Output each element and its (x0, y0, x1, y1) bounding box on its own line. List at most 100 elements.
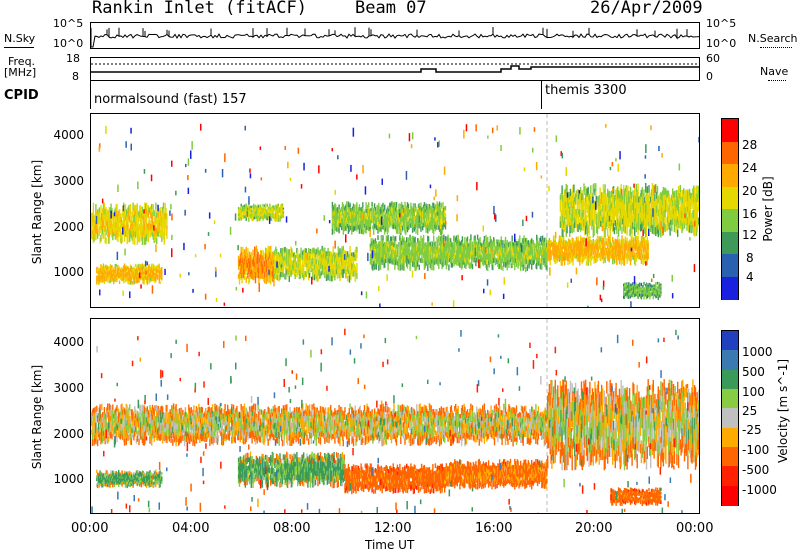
heat-cell (414, 248, 416, 255)
heat-cell (563, 250, 566, 256)
heat-cell (606, 220, 608, 227)
heat-cell (153, 237, 155, 244)
heat-cell (573, 216, 575, 225)
heat-cell (644, 227, 646, 234)
heat-cell (288, 254, 290, 261)
heat-cell (420, 216, 422, 223)
heat-cell (394, 263, 396, 270)
heat-cell (612, 215, 615, 224)
heat-cell (310, 250, 312, 255)
heat-cell (281, 252, 284, 259)
heat-cell (393, 206, 395, 212)
heat-cell (622, 209, 624, 215)
heat-cell (147, 235, 149, 243)
heat-cell (587, 224, 589, 233)
heat-cell (254, 262, 256, 268)
heat-cell (303, 254, 306, 260)
heat-cell (607, 215, 610, 223)
heat-cell (263, 207, 265, 210)
heat-cell (302, 268, 304, 274)
heat-cell (115, 221, 117, 229)
heat-cell (293, 266, 296, 272)
heat-cell (155, 228, 157, 236)
heat-cell (423, 202, 426, 207)
heat-cell (253, 211, 255, 215)
heat-cell (149, 270, 151, 274)
heat-cell (596, 238, 598, 244)
heat-cell (412, 207, 415, 213)
heat-cell (407, 258, 410, 264)
heat-cell (254, 272, 256, 278)
heat-cell (139, 235, 141, 243)
heat-cell (419, 251, 421, 256)
heat-cell (322, 251, 324, 257)
heat-cell (572, 199, 574, 208)
heat-cell (603, 220, 605, 230)
heat-cell (239, 269, 241, 275)
heat-cell (343, 215, 345, 220)
heat-cell (334, 270, 336, 276)
heat-cell (349, 225, 351, 231)
heat-cell (151, 228, 154, 233)
heat-cell (496, 259, 498, 265)
heat-cell (393, 215, 395, 220)
heat-cell (131, 230, 133, 236)
heat-cell (499, 260, 502, 267)
heat-cell (126, 271, 128, 276)
heat-cell (139, 267, 141, 271)
heat-cell (450, 262, 453, 268)
heat-cell (600, 248, 602, 254)
heat-cell (140, 264, 143, 268)
heat-cell (98, 273, 100, 277)
heat-cell (266, 214, 268, 218)
heat-cell (401, 217, 404, 223)
heat-cell (443, 244, 445, 251)
heat-cell (651, 224, 654, 234)
heat-cell (119, 224, 122, 232)
heat-cell (567, 253, 569, 258)
heat-cell (248, 263, 250, 269)
heat-cell (285, 251, 287, 258)
heat-cell (117, 225, 119, 232)
heat-cell (437, 252, 439, 258)
heat-cell (334, 203, 336, 208)
heat-cell (525, 255, 528, 260)
heat-cell (505, 246, 507, 252)
heat-cell (281, 247, 284, 254)
heat-cell (371, 245, 373, 251)
heat-cell (435, 209, 437, 215)
heat-cell (327, 247, 329, 254)
heat-cell (288, 270, 290, 277)
heat-cell (156, 274, 159, 278)
heat-cell (134, 237, 136, 245)
heat-cell (598, 217, 600, 224)
heat-cell (438, 211, 441, 218)
heat-cell (509, 241, 511, 246)
heat-cell (102, 221, 104, 226)
heat-cell (482, 240, 485, 246)
heat-cell (259, 254, 262, 260)
heat-cell (561, 260, 563, 266)
heat-cell (109, 227, 111, 234)
heat-cell (117, 274, 119, 278)
heat-cell (528, 247, 530, 253)
heat-cell (563, 256, 565, 262)
heat-cell (406, 237, 408, 243)
heat-cell (342, 214, 344, 220)
heat-cell (341, 246, 343, 252)
heat-cell (138, 279, 140, 283)
heat-cell (265, 254, 268, 261)
heat-cell (525, 258, 527, 264)
heat-cell (364, 228, 366, 233)
heat-cell (142, 219, 144, 224)
heat-cell (335, 204, 337, 210)
heat-cell (262, 214, 264, 218)
heat-cell (94, 220, 96, 226)
heat-cell (259, 254, 261, 259)
heat-cell (247, 253, 249, 259)
heat-cell (283, 260, 285, 266)
heat-cell (466, 245, 469, 251)
heat-cell (626, 211, 628, 220)
heat-cell (429, 254, 431, 260)
heat-cell (590, 211, 593, 219)
